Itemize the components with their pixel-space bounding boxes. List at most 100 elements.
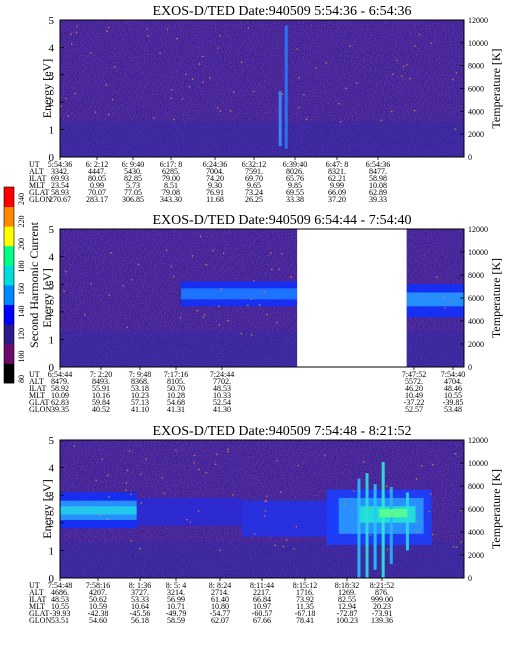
heatmap-speckle — [443, 296, 445, 298]
heatmap-speckle — [76, 25, 78, 28]
orbit-value: 33.38 — [286, 195, 304, 204]
orbit-value: 70.07 — [88, 188, 106, 197]
heatmap-speckle — [253, 280, 255, 282]
orbit-row-label: UT — [29, 370, 40, 379]
heatmap-spike — [357, 478, 361, 578]
orbit-ut: 7:47:52 — [402, 370, 426, 379]
heatmap-speckle — [217, 107, 219, 109]
colorbar: 240 220 200 180 160 140 120 100 80 Second Harmoni… — [3, 186, 41, 384]
orbit-value: 73.24 — [245, 188, 263, 197]
heatmap-speckle — [130, 493, 132, 496]
heatmap-speckle — [270, 252, 272, 254]
heatmap-speckle — [349, 45, 351, 47]
y2-tick-label: 4000 — [468, 317, 484, 326]
heatmap-speckle — [266, 314, 268, 316]
orbit-value: 8493. — [92, 377, 110, 386]
heatmap-spike — [373, 484, 377, 570]
orbit-value: 40.52 — [92, 405, 110, 414]
colorbar-segment — [4, 304, 14, 325]
orbit-value: 8105. — [167, 377, 185, 386]
heatmap-speckle — [188, 86, 191, 88]
orbit-value: 4207. — [89, 588, 107, 597]
orbit-row-label: ALT — [29, 588, 44, 597]
orbit-value: 73.92 — [296, 595, 314, 604]
heatmap-speckle — [444, 307, 446, 309]
colorbar-segment — [4, 265, 14, 286]
heatmap-speckle — [140, 473, 142, 475]
orbit-ut: 8: 5: 4 — [166, 581, 186, 590]
heatmap-speckle — [416, 521, 418, 523]
heatmap-speckle — [282, 546, 285, 548]
heatmap-speckle — [95, 479, 97, 482]
orbit-value: 10.49 — [405, 391, 423, 400]
heatmap-speckle — [173, 118, 175, 121]
heatmap-speckle — [460, 541, 462, 543]
heatmap-speckle — [264, 510, 267, 512]
heatmap-speckle — [106, 518, 108, 520]
y-tick-label: 4 — [49, 463, 55, 475]
heatmap-speckle — [167, 28, 169, 30]
orbit-value: 8.51 — [164, 181, 178, 190]
heatmap-speckle — [107, 474, 109, 476]
chart-panel-1: EXOS-D/TED Date:940509 5:54:36 - 6:54:36… — [29, 4, 503, 204]
heatmap-speckle — [140, 502, 143, 504]
orbit-row-label: MLT — [29, 391, 45, 400]
heatmap-speckle — [175, 449, 177, 451]
orbit-value: 9.65 — [247, 181, 261, 190]
orbit-ut: 6:24:36 — [203, 160, 227, 169]
orbit-value: 58.98 — [369, 174, 387, 183]
y2-tick-label: 12000 — [468, 225, 488, 234]
y2-tick-label: 2000 — [468, 340, 484, 349]
orbit-row-label: ILAT — [29, 174, 46, 183]
heatmap-speckle — [338, 103, 341, 105]
heatmap-speckle — [79, 508, 81, 510]
colorbar-tick-label: 180 — [17, 261, 26, 273]
orbit-value: 10.09 — [51, 391, 69, 400]
heatmap-speckle — [90, 52, 92, 54]
orbit-value: 41.31 — [167, 405, 185, 414]
orbit-value: 343.30 — [160, 195, 182, 204]
heatmap-speckle — [232, 91, 235, 93]
heatmap-speckle — [191, 255, 194, 257]
heatmap-speckle — [414, 45, 416, 47]
orbit-value: 82.55 — [338, 595, 356, 604]
orbit-value: 66.84 — [253, 595, 271, 604]
orbit-value: 58.93 — [51, 188, 69, 197]
y2-tick-label: 10000 — [468, 459, 488, 468]
orbit-row-label: UT — [29, 160, 40, 169]
orbit-row-label: ILAT — [29, 595, 46, 604]
heatmap-speckle — [219, 110, 222, 112]
orbit-ut: 6:17: 8 — [160, 160, 182, 169]
orbit-ut: 7:17:16 — [164, 370, 188, 379]
heatmap-speckle — [198, 468, 200, 471]
heatmap-speckle — [108, 496, 110, 498]
y2-tick-label: 8000 — [468, 271, 484, 280]
orbit-ut: 7: 9:48 — [129, 370, 151, 379]
orbit-value: 53.51 — [51, 616, 69, 625]
heatmap-speckle — [219, 549, 221, 551]
orbit-value: 8368. — [131, 377, 149, 386]
orbit-value: 65.76 — [286, 174, 304, 183]
heatmap-speckle — [65, 271, 67, 273]
heatmap-speckle — [369, 508, 371, 510]
orbit-value: 37.20 — [328, 195, 346, 204]
orbit-value: 12.94 — [338, 602, 356, 611]
panels: EXOS-D/TED Date:940509 5:54:36 - 6:54:36… — [29, 4, 503, 625]
heatmap-speckle — [170, 97, 172, 99]
heatmap-speckle — [454, 128, 457, 130]
heatmap-speckle — [450, 300, 452, 302]
heatmap-spike — [365, 473, 369, 578]
orbit-ut: 8: 8:24 — [209, 581, 231, 590]
heatmap-texture — [60, 20, 464, 157]
orbit-ut: 6: 2:12 — [86, 160, 108, 169]
orbit-value: 876. — [375, 588, 389, 597]
heatmap-speckle — [176, 37, 178, 40]
heatmap-speckle — [181, 98, 184, 100]
heatmap-speckle — [380, 119, 382, 121]
heatmap-speckle — [452, 546, 455, 548]
colorbar-label: Second Harmonic Current — [27, 221, 41, 348]
orbit-value: 56.18 — [131, 616, 149, 625]
y2-tick-label: 12000 — [468, 16, 488, 25]
y-tick-label: 4 — [49, 42, 55, 54]
orbit-value: -37.22 — [404, 398, 425, 407]
